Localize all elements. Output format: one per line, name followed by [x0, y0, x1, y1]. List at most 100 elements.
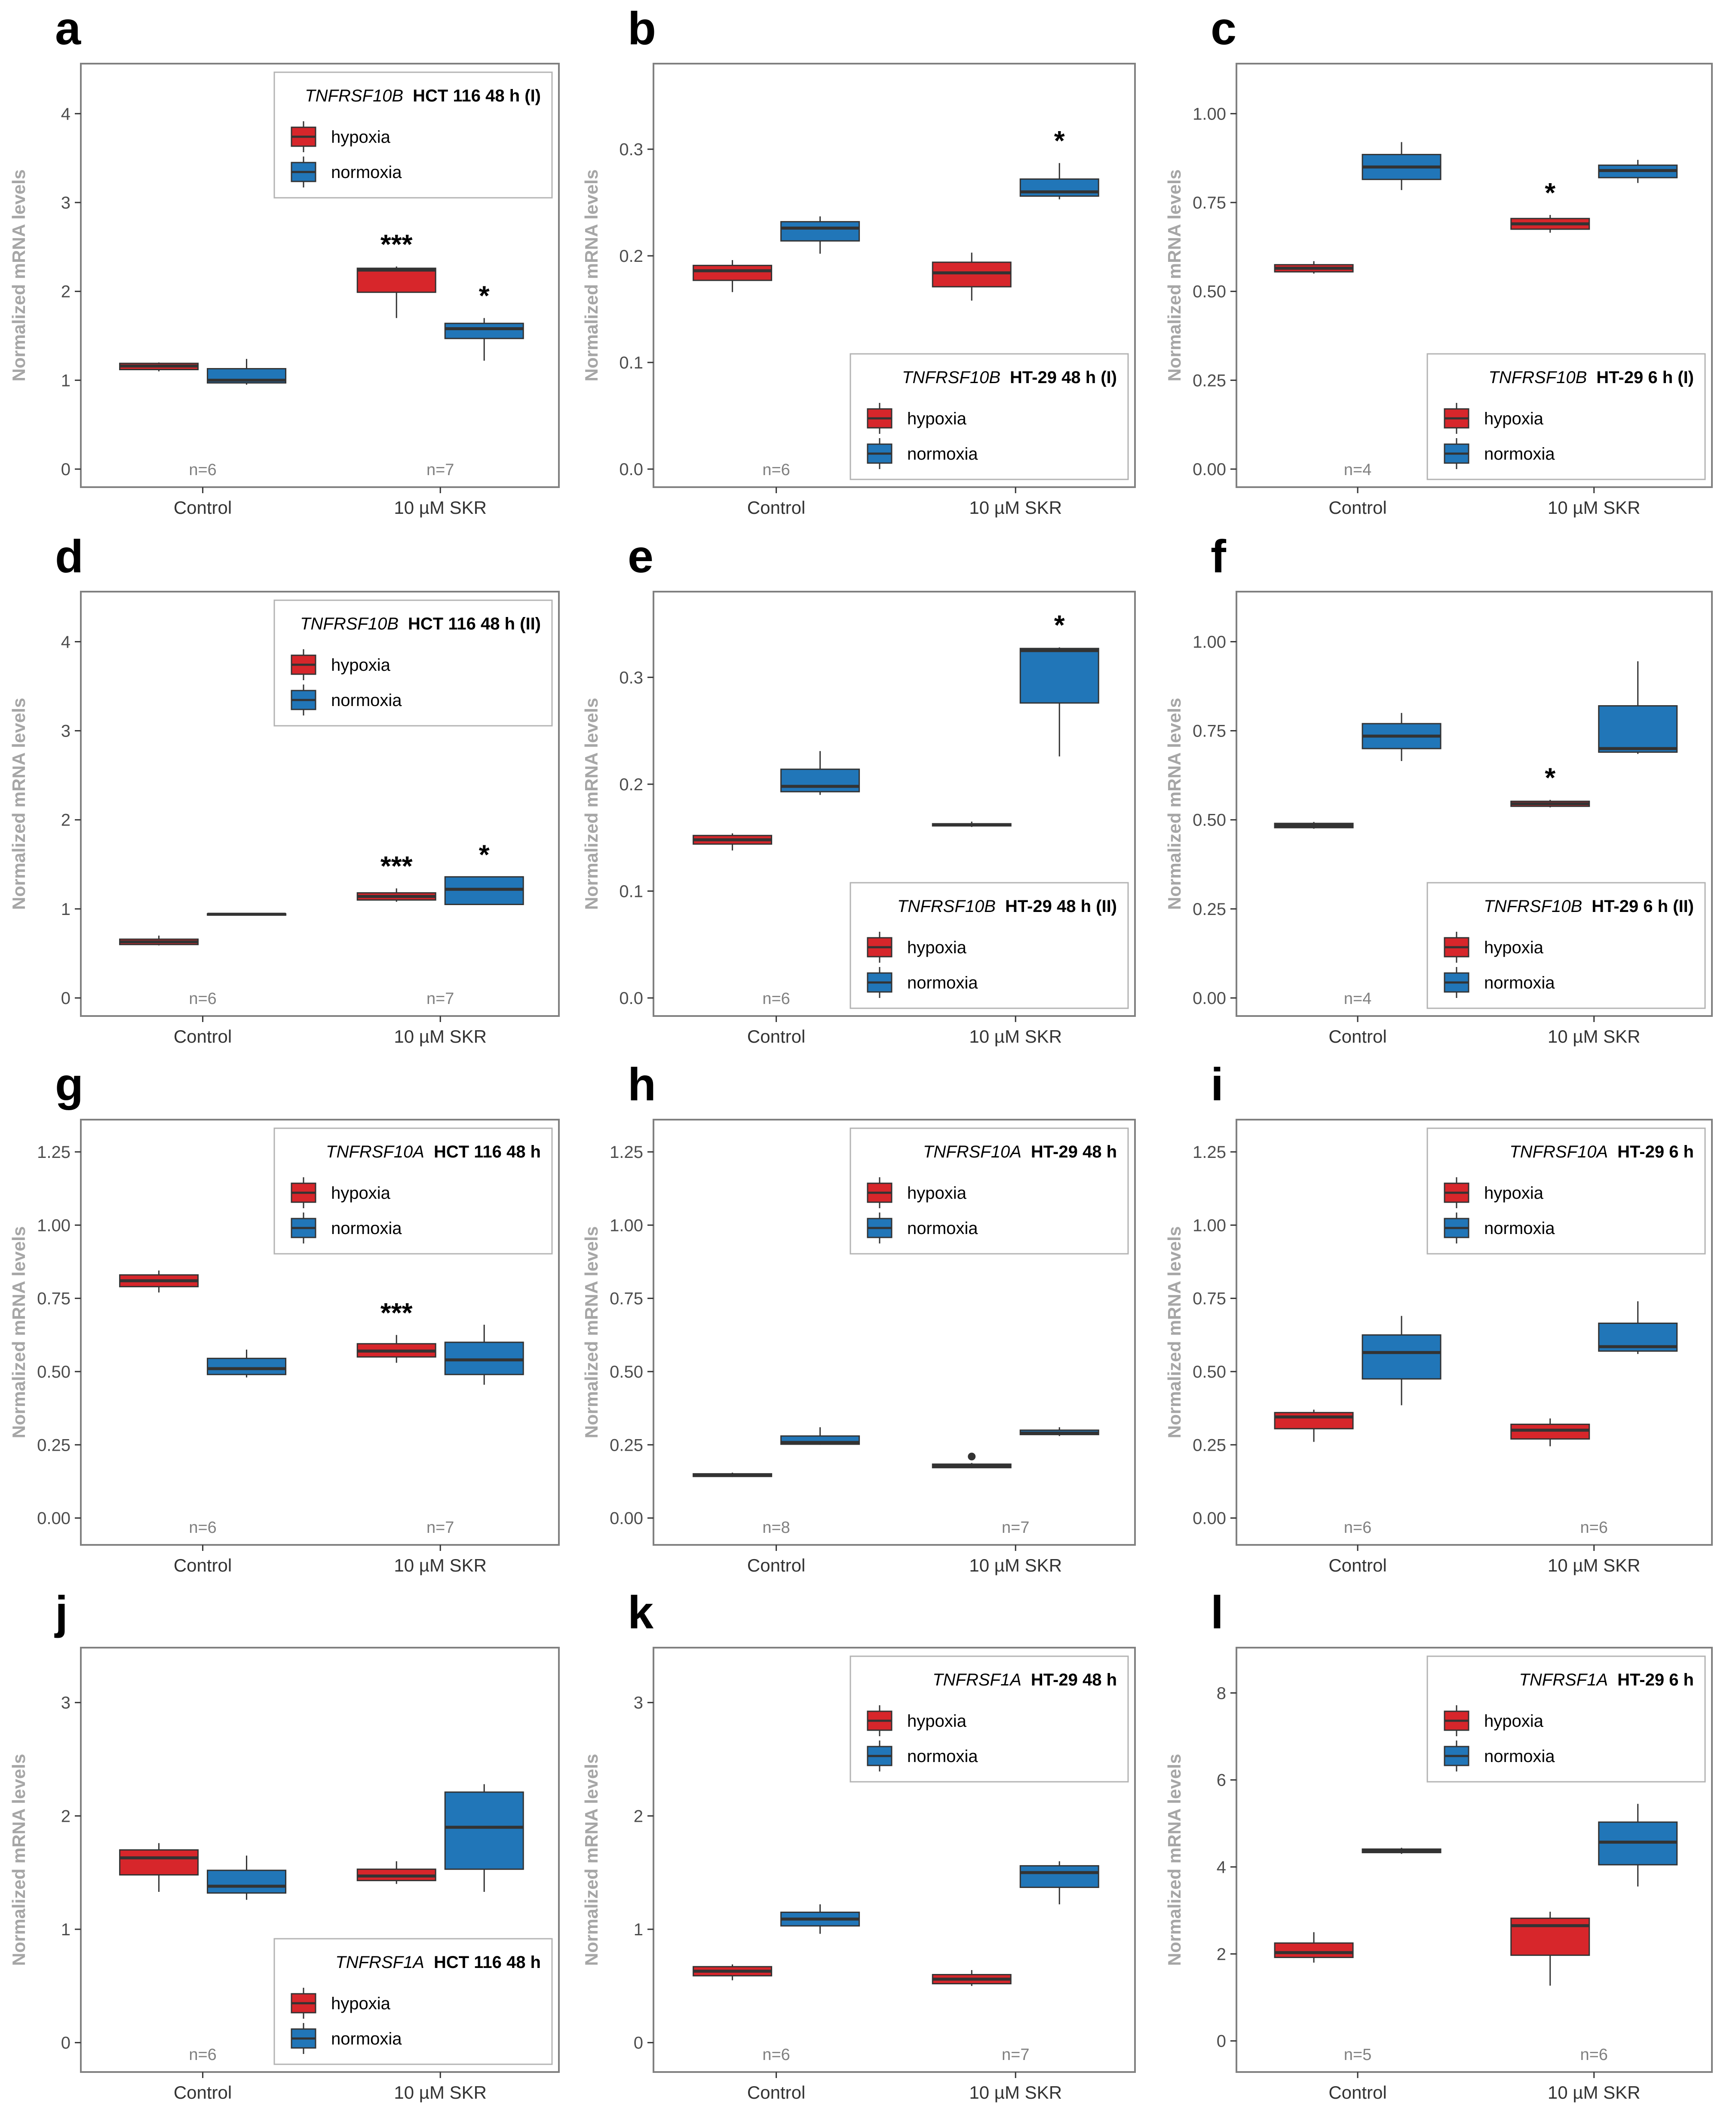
box-hypoxia-control — [693, 1964, 773, 1980]
legend: TNFRSF10A HT-29 48 h hypoxia normoxia — [850, 1127, 1129, 1255]
x-tick-label: 10 µM SKR — [969, 2082, 1062, 2103]
box-normoxia-control — [207, 1349, 287, 1378]
x-tick-label: 10 µM SKR — [394, 2082, 487, 2103]
legend-title: TNFRSF10B HT-29 48 h (I) — [902, 368, 1117, 387]
legend-title: TNFRSF10A HCT 116 48 h — [326, 1142, 541, 1161]
y-tick-label: 1.00 — [1193, 632, 1226, 651]
legend-frame — [850, 882, 1129, 1009]
legend: TNFRSF1A HT-29 48 h hypoxia normoxia — [850, 1655, 1129, 1783]
y-axis-title: Normalized mRNA levels — [9, 169, 29, 381]
panel-k: k Normalized mRNA levels 0 1 2 3 Control n=6 10 … — [581, 1586, 1136, 2103]
plot-frame — [80, 1119, 560, 1546]
x-tick-label: 10 µM SKR — [394, 1026, 487, 1047]
y-axis-title: Normalized mRNA levels — [9, 698, 29, 910]
significance-label: * — [1545, 762, 1555, 793]
box-normoxia-skr — [1019, 1427, 1099, 1436]
box-normoxia-skr — [1598, 160, 1678, 183]
box-body — [1362, 1334, 1442, 1380]
legend-frame — [273, 71, 553, 199]
y-tick-label: 0 — [634, 2034, 643, 2053]
legend-label-normoxia: normoxia — [1484, 1219, 1555, 1238]
x-tick-label: 10 µM SKR — [1548, 497, 1641, 518]
y-tick-label: 0.25 — [1193, 900, 1226, 919]
legend-label-hypoxia: hypoxia — [331, 656, 391, 675]
box-hypoxia-skr: * — [1510, 762, 1590, 807]
box-normoxia-control — [1362, 1848, 1442, 1854]
legend-title: TNFRSF10B HT-29 6 h (II) — [1484, 897, 1694, 916]
significance-label: *** — [380, 229, 413, 260]
x-tick-label: Control — [1328, 1555, 1386, 1575]
box-hypoxia-skr — [932, 1452, 1012, 1468]
y-tick-label: 1.00 — [37, 1216, 71, 1235]
box-body — [444, 322, 524, 339]
legend-gene: TNFRSF10B — [902, 368, 1000, 387]
y-tick-label: 0.25 — [610, 1436, 643, 1455]
box-hypoxia-skr: *** — [356, 1297, 436, 1363]
y-tick-label: 1.25 — [610, 1143, 643, 1162]
y-tick-label: 0.1 — [619, 882, 643, 901]
legend-gene: TNFRSF10B — [1488, 368, 1587, 387]
y-tick-label: 8 — [1217, 1684, 1226, 1703]
x-tick-label: 10 µM SKR — [394, 497, 487, 518]
y-tick-label: 2 — [61, 1807, 71, 1826]
legend-label-normoxia: normoxia — [1484, 445, 1555, 464]
x-tick-label: Control — [174, 2082, 232, 2103]
box-hypoxia-skr — [1510, 1418, 1590, 1446]
x-tick-label: Control — [1328, 1026, 1386, 1047]
box-normoxia-skr — [444, 1324, 524, 1385]
legend-title: TNFRSF10B HT-29 6 h (I) — [1488, 368, 1694, 387]
y-axis-title: Normalized mRNA levels — [9, 1754, 29, 1966]
n-label: n=6 — [762, 2046, 790, 2064]
y-axis-title: Normalized mRNA levels — [1164, 1754, 1184, 1966]
plot-frame — [653, 591, 1136, 1017]
legend-frame — [1426, 1127, 1706, 1255]
legend: TNFRSF1A HT-29 6 h hypoxia normoxia — [1426, 1655, 1706, 1783]
plot-frame — [653, 63, 1136, 488]
y-axis-title: Normalized mRNA levels — [1164, 698, 1184, 910]
legend-gene: TNFRSF1A — [932, 1670, 1021, 1689]
panel-e: e Normalized mRNA levels 0.0 0.1 0.2 0.3 Contr… — [581, 530, 1136, 1047]
legend-gene: TNFRSF1A — [335, 1953, 424, 1972]
y-tick-label: 0.0 — [619, 989, 643, 1008]
y-axis-title: Normalized mRNA levels — [581, 1754, 601, 1966]
y-tick-label: 0 — [61, 989, 71, 1008]
y-tick-label: 0.3 — [619, 140, 643, 159]
y-tick-label: 0.50 — [37, 1363, 71, 1381]
legend-label-normoxia: normoxia — [907, 1219, 978, 1238]
box-normoxia-control — [780, 1904, 860, 1934]
n-label: n=7 — [426, 1519, 454, 1537]
legend-condition: HCT 116 48 h — [434, 1953, 541, 1972]
significance-label: * — [479, 280, 490, 311]
legend-condition: HT-29 48 h — [1031, 1670, 1117, 1689]
y-tick-label: 0.50 — [610, 1363, 643, 1381]
panel-letter: h — [628, 1058, 656, 1110]
plot-frame — [653, 1119, 1136, 1546]
legend-condition: HCT 116 48 h — [434, 1142, 541, 1161]
legend-frame — [1426, 1655, 1706, 1783]
y-tick-label: 2 — [61, 811, 71, 830]
y-tick-label: 0.25 — [1193, 371, 1226, 390]
legend-label-normoxia: normoxia — [331, 2029, 402, 2048]
y-tick-label: 0.00 — [1193, 460, 1226, 479]
box-hypoxia-control — [119, 362, 199, 371]
plot-frame — [1236, 1647, 1713, 2073]
box-normoxia-skr — [1598, 661, 1678, 754]
box-body — [207, 1357, 287, 1375]
y-tick-label: 0.75 — [1193, 193, 1226, 212]
box-normoxia-control — [1362, 1316, 1442, 1406]
panel-f: f Normalized mRNA levels 0.00 0.25 0.50 0.75 1… — [1164, 530, 1713, 1047]
y-tick-label: 4 — [1217, 1858, 1226, 1877]
n-label: n=7 — [426, 990, 454, 1008]
panel-letter: a — [55, 2, 81, 54]
box-normoxia-control — [780, 1427, 860, 1445]
box-body — [444, 1791, 524, 1870]
legend-label-normoxia: normoxia — [331, 163, 402, 182]
legend-title: TNFRSF1A HCT 116 48 h — [335, 1953, 541, 1972]
y-tick-label: 0.1 — [619, 353, 643, 372]
box-body — [1019, 648, 1099, 704]
y-tick-label: 1.00 — [1193, 104, 1226, 123]
box-normoxia-control — [207, 359, 287, 385]
panel-b: b Normalized mRNA levels 0.0 0.1 0.2 0.3 Contr… — [581, 2, 1136, 518]
legend: TNFRSF10B HT-29 48 h (II) hypoxia normoxia — [850, 882, 1129, 1009]
legend-frame — [273, 1938, 553, 2065]
